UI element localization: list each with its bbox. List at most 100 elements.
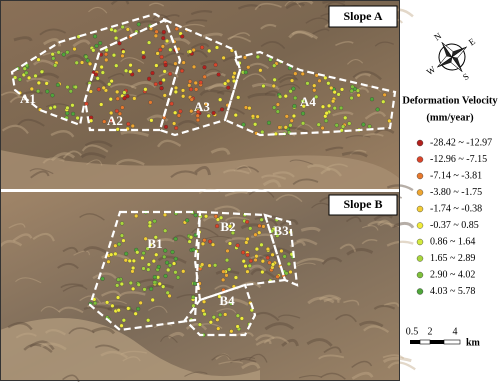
measurement-point [104,57,109,62]
measurement-point [123,258,128,263]
measurement-point [323,75,328,80]
measurement-point [197,322,202,327]
measurement-point [208,320,213,325]
measurement-point [104,48,109,53]
measurement-point [135,250,140,255]
measurement-point [216,72,221,77]
measurement-point [114,36,119,41]
measurement-point [94,43,99,49]
measurement-point [326,81,331,86]
terrain-ridge [136,92,165,101]
terrain-ridge [248,264,267,273]
legend-swatch [416,156,424,163]
measurement-point [161,36,166,41]
measurement-point [225,248,230,253]
terrain-ridge [279,218,299,227]
measurement-point [115,283,120,288]
measurement-point [191,295,196,300]
measurement-point [173,61,178,66]
measurement-point [245,236,250,242]
measurement-point [173,236,178,241]
measurement-point [115,96,120,101]
measurement-point [187,239,192,244]
region-label: A2 [107,113,123,128]
terrain-ridge [247,92,276,100]
measurement-point [314,73,319,78]
measurement-point [213,263,218,268]
terrain-ridge [211,353,232,361]
measurement-point [230,230,235,235]
measurement-point [120,53,125,58]
measurement-point [136,282,141,287]
terrain-ridge [307,296,335,305]
measurement-point [55,82,61,87]
measurement-point [248,226,253,231]
measurement-point [136,306,141,311]
measurement-point [75,115,80,121]
measurement-point [250,114,256,119]
terrain-ridge [351,360,373,368]
measurement-point [125,27,130,32]
measurement-point [152,280,157,285]
terrain-ridge [40,342,67,351]
terrain-ridge [289,159,314,165]
measurement-point [254,247,259,252]
terrain-ridge [13,36,33,42]
measurement-point [375,107,380,112]
terrain-ridge [263,336,290,344]
terrain-ridge [260,174,287,180]
legend-label: 2.90 ~ 4.02 [430,269,475,280]
measurement-point [121,238,126,243]
measurement-point [137,68,142,73]
measurement-point [99,102,104,107]
measurement-point [159,86,164,91]
measurement-point [179,68,185,73]
legend-label: -28.42 ~ -12.97 [430,137,492,148]
measurement-point [369,97,375,102]
terrain-ridge [259,253,279,260]
measurement-point [128,63,133,68]
measurement-point [314,94,319,99]
measurement-point [255,54,260,59]
terrain-ridge [100,350,128,359]
terrain-ridge [339,243,357,253]
legend-swatch [416,222,424,229]
measurement-point [203,101,208,107]
terrain-ridge [224,190,248,197]
measurement-point [180,88,186,93]
measurement-point [334,123,339,128]
measurement-point [84,101,89,106]
terrain-ridge [101,290,122,297]
measurement-point [124,251,129,256]
terrain-ridge [210,147,231,155]
terrain-ridge [295,257,325,265]
measurement-point [327,103,332,108]
measurement-point [236,95,241,100]
measurement-point [149,286,154,291]
measurement-point [120,105,125,110]
measurement-point [143,87,148,92]
measurement-point [245,219,250,224]
measurement-point [339,105,344,111]
terrain-ridge [285,2,306,10]
terrain-ridge [204,71,226,78]
measurement-point [253,122,258,127]
measurement-point [320,126,325,131]
measurement-point [189,109,194,114]
measurement-point [162,93,167,98]
measurement-point [114,108,119,114]
frame [0,0,400,381]
measurement-point [243,264,248,269]
legend-swatch [416,139,424,147]
measurement-point [165,290,170,295]
valley [0,150,399,189]
terrain-ridge [153,323,173,329]
region-label: A4 [300,94,316,109]
measurement-point [229,301,234,306]
measurement-point [17,77,22,82]
measurement-point [324,118,329,123]
terrain-ridge [202,215,221,224]
measurement-point [381,99,386,104]
measurement-point [147,223,152,228]
measurement-point [122,96,127,101]
